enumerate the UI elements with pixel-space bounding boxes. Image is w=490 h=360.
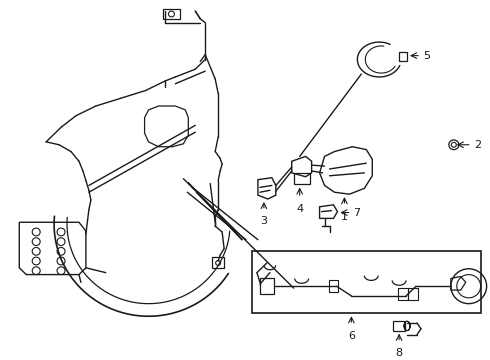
Text: 3: 3 xyxy=(260,216,268,226)
Text: 6: 6 xyxy=(348,331,355,341)
Text: 8: 8 xyxy=(395,348,403,358)
Text: 2: 2 xyxy=(474,140,481,150)
Text: 7: 7 xyxy=(353,208,361,217)
Text: 1: 1 xyxy=(341,212,348,222)
Text: 5: 5 xyxy=(423,51,430,60)
Text: 4: 4 xyxy=(296,204,303,214)
